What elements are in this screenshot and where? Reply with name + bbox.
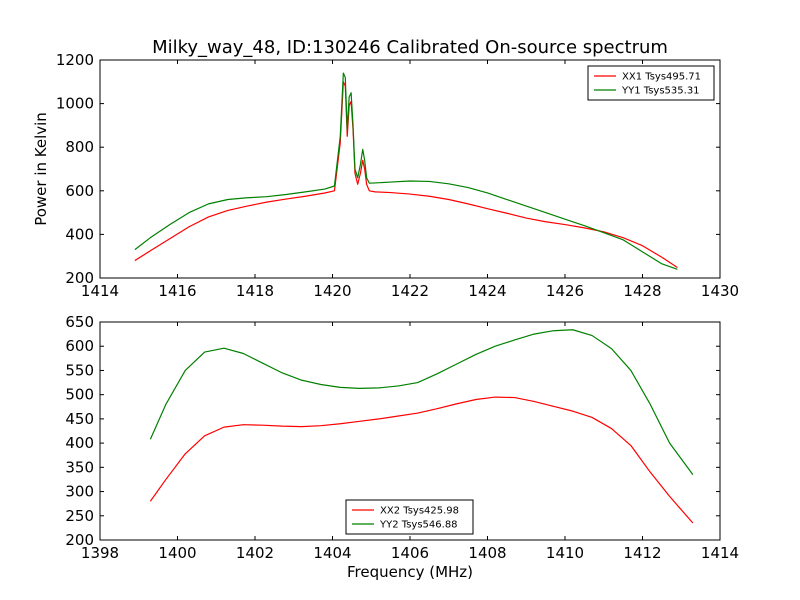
- x-tick-label: 1398: [81, 544, 119, 562]
- x-tick-label: 1422: [391, 282, 429, 300]
- legend: XX2 Tsys425.98 YY2 Tsys546.88: [345, 499, 474, 535]
- x-tick-label: 1428: [623, 282, 661, 300]
- x-tick-label: 1402: [236, 544, 274, 562]
- y-tick-label: 200: [65, 269, 94, 287]
- series-line-1-1: [134, 81, 678, 269]
- y-tick-label: 1000: [56, 95, 94, 113]
- y-tick-label: 350: [65, 458, 94, 476]
- x-tick-label: 1406: [391, 544, 429, 562]
- y-tick-label: 200: [65, 531, 94, 549]
- x-tick-label: 1400: [158, 544, 196, 562]
- panels: 1414 1416 1418 1420 1422 1424 1426 1428 1430 200 4…: [32, 51, 739, 581]
- x-tick-label: 1418: [236, 282, 274, 300]
- y-axis-label: Power in Kelvin: [32, 112, 50, 226]
- y-tick-label: 500: [65, 386, 94, 404]
- legend-label: XX1 Tsys495.71: [622, 72, 701, 83]
- x-tick-label: 1424: [468, 282, 506, 300]
- chart-title: Milky_way_48, ID:130246 Calibrated On-so…: [152, 37, 668, 58]
- panel-1: 1414 1416 1418 1420 1422 1424 1426 1428 1430 200 4…: [32, 51, 739, 300]
- y-tick-label: 300: [65, 483, 94, 501]
- y-tick-label: 400: [65, 225, 94, 243]
- series-line-1-2: [134, 72, 678, 270]
- legend-box: [345, 499, 474, 535]
- x-tick-label: 1416: [158, 282, 196, 300]
- panel-2: 1398 1400 1402 1404 1406 1408 1410 1412 1414 200 2…: [65, 313, 739, 581]
- x-tick-label: 1430: [701, 282, 739, 300]
- series-line-2-2: [149, 329, 694, 475]
- y-tick-label: 1200: [56, 51, 94, 69]
- x-tick-label: 1414: [701, 544, 739, 562]
- x-axis-label: Frequency (MHz): [347, 563, 473, 581]
- y-tick-label: 650: [65, 313, 94, 331]
- x-tick-label: 1412: [623, 544, 661, 562]
- x-tick-label: 1420: [313, 282, 351, 300]
- x-tick-label: 1414: [81, 282, 119, 300]
- x-tick-label: 1410: [546, 544, 584, 562]
- y-tick-label: 250: [65, 507, 94, 525]
- y-tick-label: 800: [65, 138, 94, 156]
- y-tick-label: 400: [65, 434, 94, 452]
- legend-label: XX2 Tsys425.98: [380, 506, 459, 517]
- y-tick-label: 550: [65, 361, 94, 379]
- legend-box: [587, 65, 715, 101]
- y-tick-label: 450: [65, 410, 94, 428]
- legend-label: YY2 Tsys546.88: [379, 520, 458, 531]
- y-tick-label: 600: [65, 337, 94, 355]
- legend-label: YY1 Tsys535.31: [621, 86, 700, 97]
- x-tick-label: 1426: [546, 282, 584, 300]
- legend: XX1 Tsys495.71 YY1 Tsys535.31: [587, 65, 715, 101]
- y-tick-label: 600: [65, 182, 94, 200]
- x-tick-label: 1404: [313, 544, 351, 562]
- series-line-2-1: [149, 396, 694, 524]
- x-tick-label: 1408: [468, 544, 506, 562]
